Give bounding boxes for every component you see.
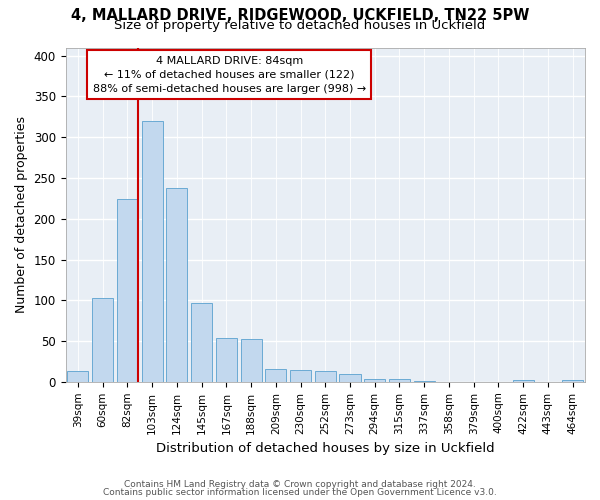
Bar xyxy=(562,380,583,382)
X-axis label: Distribution of detached houses by size in Uckfield: Distribution of detached houses by size … xyxy=(156,442,494,455)
Bar xyxy=(389,380,410,382)
Text: 4 MALLARD DRIVE: 84sqm
← 11% of detached houses are smaller (122)
88% of semi-de: 4 MALLARD DRIVE: 84sqm ← 11% of detached… xyxy=(92,56,366,94)
Bar xyxy=(191,302,212,382)
Bar xyxy=(92,298,113,382)
Bar xyxy=(364,378,385,382)
Text: Contains public sector information licensed under the Open Government Licence v3: Contains public sector information licen… xyxy=(103,488,497,497)
Bar xyxy=(315,371,336,382)
Y-axis label: Number of detached properties: Number of detached properties xyxy=(15,116,28,313)
Bar xyxy=(340,374,361,382)
Bar xyxy=(166,188,187,382)
Text: 4, MALLARD DRIVE, RIDGEWOOD, UCKFIELD, TN22 5PW: 4, MALLARD DRIVE, RIDGEWOOD, UCKFIELD, T… xyxy=(71,8,529,22)
Text: Contains HM Land Registry data © Crown copyright and database right 2024.: Contains HM Land Registry data © Crown c… xyxy=(124,480,476,489)
Bar xyxy=(265,369,286,382)
Bar xyxy=(241,340,262,382)
Bar xyxy=(512,380,533,382)
Bar xyxy=(117,199,138,382)
Bar xyxy=(216,338,237,382)
Text: Size of property relative to detached houses in Uckfield: Size of property relative to detached ho… xyxy=(115,18,485,32)
Bar xyxy=(142,121,163,382)
Bar xyxy=(290,370,311,382)
Bar xyxy=(413,381,435,382)
Bar xyxy=(67,371,88,382)
